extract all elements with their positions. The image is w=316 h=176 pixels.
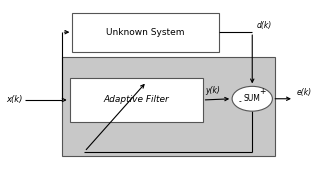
Text: Adaptive Filter: Adaptive Filter [103,96,169,105]
Bar [62,56,275,156]
Text: e(k): e(k) [297,88,312,97]
Bar [72,13,219,52]
Text: Unknown System: Unknown System [106,28,185,37]
Text: x(k): x(k) [6,96,23,105]
Circle shape [232,86,272,111]
Bar [70,78,203,122]
Text: y(k): y(k) [205,86,220,95]
Text: SUM: SUM [244,94,261,103]
Text: +: + [259,87,266,96]
Text: d(k): d(k) [256,21,271,30]
Text: -: - [238,97,241,106]
